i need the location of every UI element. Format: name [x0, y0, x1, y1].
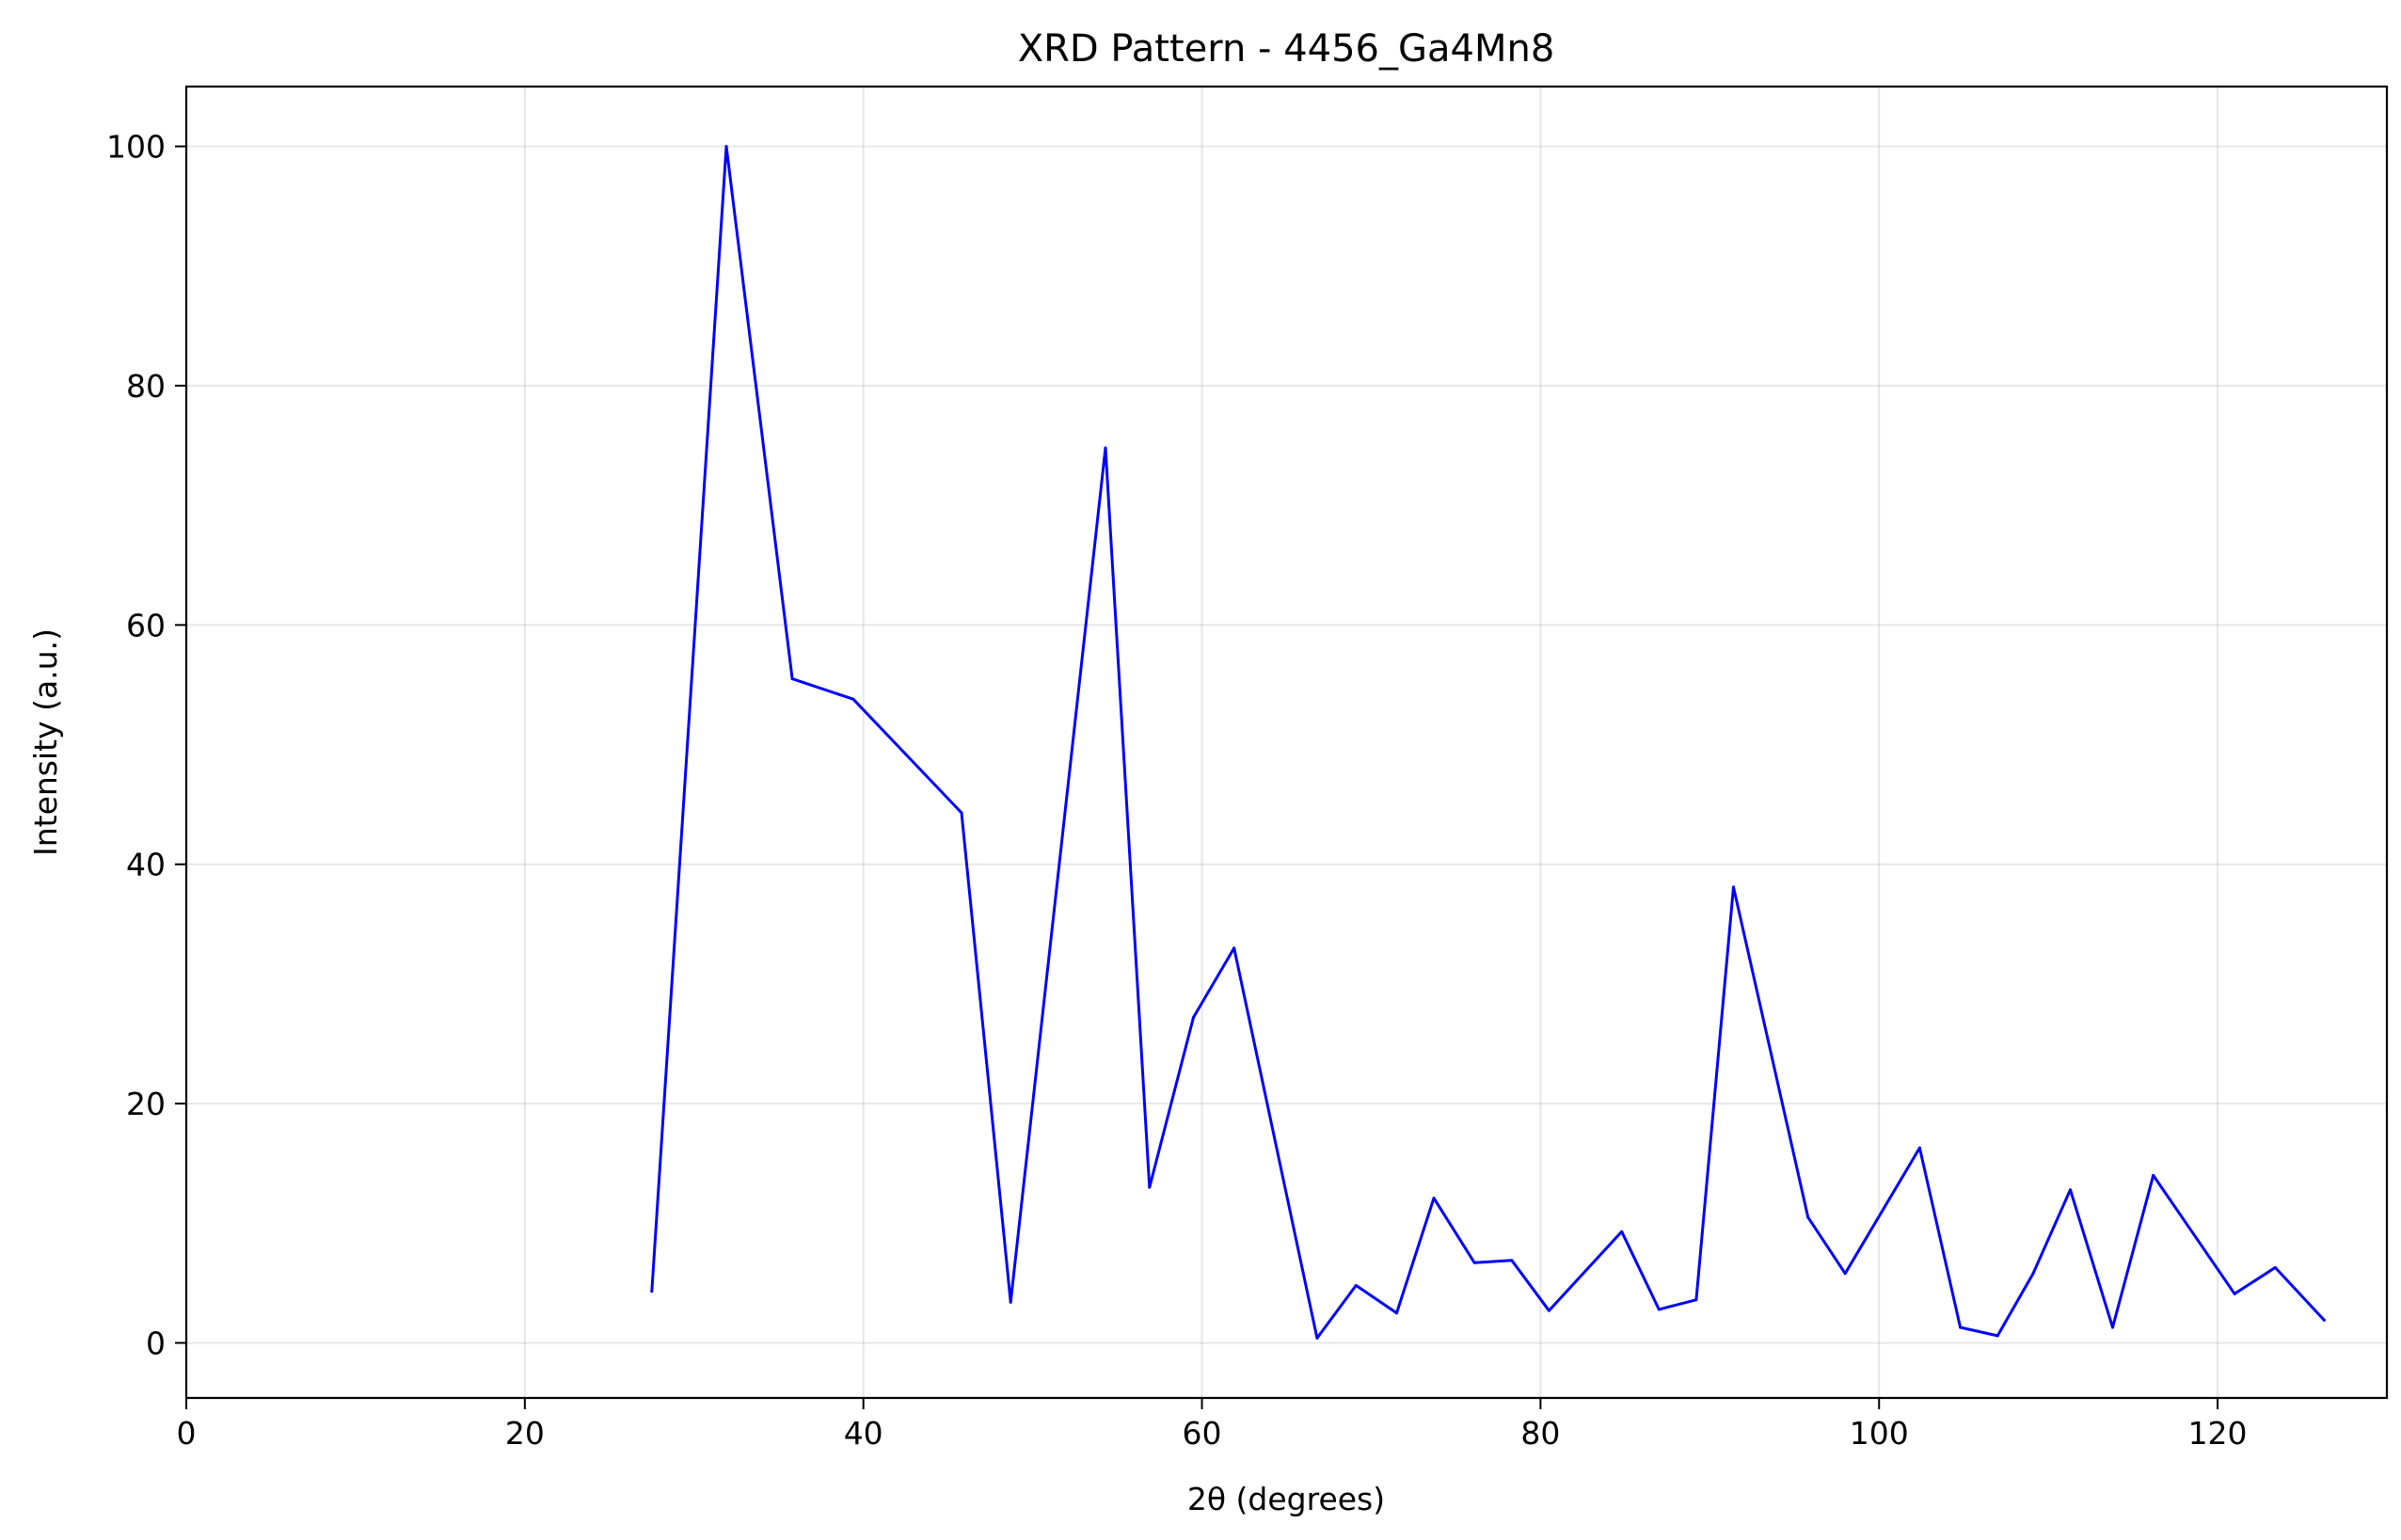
data-point [790, 677, 794, 681]
data-point [1694, 1298, 1698, 1302]
x-tick-label: 80 [1520, 1415, 1560, 1452]
plot-area-frame [184, 85, 2389, 1400]
data-point [1432, 1197, 1436, 1200]
data-point [1731, 885, 1735, 889]
data-point [1547, 1309, 1550, 1312]
x-tick-label: 120 [2188, 1415, 2248, 1452]
data-point [2273, 1265, 2277, 1269]
x-tick-label: 100 [1850, 1415, 1909, 1452]
x-tick-label: 20 [505, 1415, 545, 1452]
x-axis-ticks: 0 20 40 60 80 100 120 [177, 1398, 2248, 1452]
y-tick-label: 100 [106, 129, 166, 166]
x-tick-label: 40 [844, 1415, 883, 1452]
y-axis-ticks: 0 20 40 60 80 100 [106, 129, 186, 1361]
chart-title: XRD Pattern - 4456_Ga4Mn8 [1018, 27, 1555, 71]
x-axis-title: 2θ (degrees) [1187, 1481, 1385, 1517]
data-point [2322, 1318, 2326, 1322]
data-point [1510, 1259, 1514, 1262]
y-tick-label: 80 [126, 368, 166, 405]
data-point [2233, 1292, 2236, 1295]
data-point [1394, 1311, 1398, 1315]
data-point [2069, 1188, 2073, 1192]
data-point [960, 811, 963, 815]
data-point [1192, 1016, 1196, 1020]
data-point [1148, 1185, 1152, 1189]
y-axis-title: Intensity (a.u.) [27, 628, 64, 856]
y-tick-label: 40 [126, 847, 166, 883]
data-point [724, 145, 728, 149]
y-tick-label: 20 [126, 1086, 166, 1122]
y-tick-label: 0 [146, 1325, 166, 1361]
data-point [1917, 1146, 1921, 1150]
data-point [1009, 1300, 1012, 1304]
data-point [1104, 446, 1107, 450]
data-point [1657, 1308, 1661, 1311]
data-point [2031, 1272, 2035, 1276]
y-tick-label: 60 [126, 607, 166, 643]
data-point [1620, 1230, 1624, 1233]
data-point [1806, 1215, 1810, 1219]
data-point [1315, 1336, 1319, 1340]
data-series [650, 145, 2326, 1340]
data-point [2152, 1173, 2155, 1177]
data-point [1232, 946, 1236, 950]
data-point [1354, 1283, 1358, 1287]
data-point [1472, 1261, 1476, 1264]
data-point [2111, 1326, 2115, 1329]
x-tick-label: 60 [1183, 1415, 1222, 1452]
grid-lines [185, 87, 2387, 1398]
data-point [1959, 1326, 1963, 1329]
data-point [650, 1290, 654, 1294]
data-point [1843, 1272, 1847, 1276]
x-tick-label: 0 [177, 1415, 197, 1452]
data-point [1996, 1334, 1999, 1338]
data-point [851, 697, 855, 701]
